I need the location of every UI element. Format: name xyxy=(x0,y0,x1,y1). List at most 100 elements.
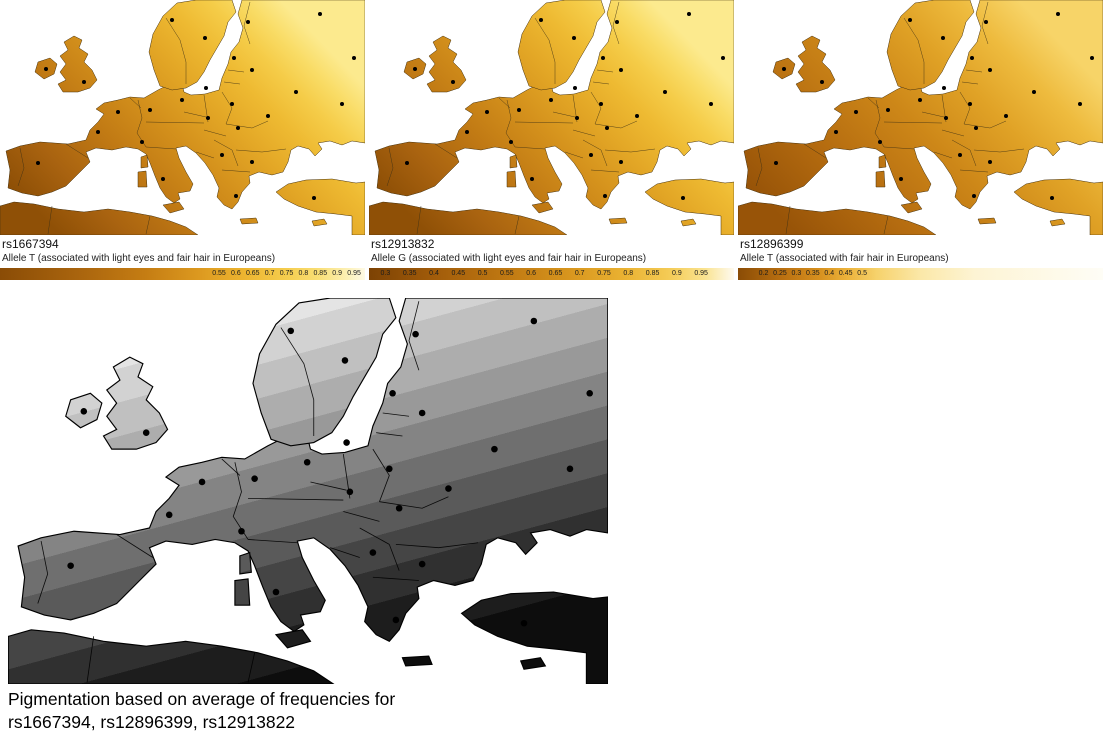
country-border xyxy=(195,151,215,159)
country-border xyxy=(136,99,147,148)
scale-tick-label: 0.95 xyxy=(694,269,708,277)
great-britain-landmass xyxy=(57,35,98,93)
snp-panel-rs12896399: rs12896399 Allele T (associated with fai… xyxy=(738,0,1103,280)
scale-tick-label: 0.35 xyxy=(402,269,417,277)
scandinavia-landmass xyxy=(148,0,237,91)
country-border xyxy=(552,111,576,118)
country-border xyxy=(47,205,53,235)
country-border xyxy=(612,1,620,45)
country-border xyxy=(951,139,971,151)
country-border xyxy=(213,139,233,151)
sample-site-dots xyxy=(405,12,725,200)
anatolia-landmass xyxy=(1013,178,1103,235)
country-border xyxy=(343,510,380,522)
europe-map-geometry xyxy=(369,0,734,235)
sardinia-island xyxy=(506,170,517,188)
scale-tick-label: 0.55 xyxy=(212,269,226,277)
country-border xyxy=(395,542,479,548)
country-border xyxy=(534,17,556,84)
country-border xyxy=(596,69,614,73)
scale-tick-label: 0.75 xyxy=(279,269,294,277)
cyprus-island xyxy=(680,218,697,227)
country-border xyxy=(434,143,458,159)
scandinavia-landmass xyxy=(517,0,606,91)
scale-tick-label: 0.65 xyxy=(245,269,260,277)
sicily-island xyxy=(162,201,185,214)
country-border xyxy=(959,91,971,125)
country-border xyxy=(372,448,390,502)
country-border xyxy=(903,17,925,84)
allele-frequency-map-rs12913832 xyxy=(369,0,734,235)
great-britain-landmass xyxy=(102,356,169,450)
country-border xyxy=(785,205,791,235)
snp-panel-rs1667394: rs1667394 Allele T (associated with ligh… xyxy=(0,0,365,280)
country-border xyxy=(165,17,187,84)
cyprus-island xyxy=(519,656,547,670)
scale-tick-label: 0.45 xyxy=(838,269,853,277)
country-border xyxy=(330,547,360,558)
country-border xyxy=(247,652,256,683)
country-border xyxy=(498,97,511,109)
scale-tick-label: 0.55 xyxy=(500,269,514,277)
snp-panels-row: rs1667394 Allele T (associated with ligh… xyxy=(0,0,1104,280)
snp-panel-rs12913832: rs12913832 Allele G (associated with lig… xyxy=(369,0,734,280)
great-britain-landmass xyxy=(426,35,467,93)
country-border xyxy=(221,91,233,125)
scale-tick-label: 0.6 xyxy=(231,269,241,277)
country-border xyxy=(145,121,205,124)
allele-description: Allele T (associated with light eyes and… xyxy=(2,252,276,264)
scale-tick-label: 0.5 xyxy=(857,269,867,277)
crete-island xyxy=(401,655,433,667)
country-border xyxy=(514,146,546,150)
country-border xyxy=(408,300,420,371)
corsica-island xyxy=(509,154,518,169)
caption-line-2: rs1667394, rs12896399, rs12913822 xyxy=(8,711,296,732)
scandinavia-landmass xyxy=(252,297,397,447)
country-border xyxy=(973,148,1025,153)
corsica-island xyxy=(878,154,887,169)
sicily-island xyxy=(531,201,554,214)
scale-tick-label: 0.9 xyxy=(671,269,682,277)
country-border xyxy=(755,147,763,187)
crete-island xyxy=(608,217,628,225)
country-border xyxy=(145,215,151,235)
country-border xyxy=(874,99,885,148)
country-border xyxy=(382,412,410,417)
frequency-color-scale: 0.2 0.25 0.3 0.35 0.4 0.45 0.5 xyxy=(738,267,1103,280)
country-border xyxy=(592,81,610,85)
country-border xyxy=(388,544,400,571)
country-border xyxy=(359,527,390,545)
country-border xyxy=(221,458,241,476)
snp-id: rs12896399 xyxy=(740,237,804,251)
scale-tick-label: 0.4 xyxy=(429,269,439,277)
country-border xyxy=(883,215,889,235)
great-britain-landmass xyxy=(795,35,836,93)
country-border xyxy=(590,169,620,173)
country-border xyxy=(505,99,516,148)
scale-tick-label: 0.9 xyxy=(332,269,343,277)
north-africa-landmass xyxy=(0,201,199,235)
scale-tick-label: 0.85 xyxy=(645,269,660,277)
country-border xyxy=(232,461,249,540)
sicily-island xyxy=(900,201,923,214)
country-border xyxy=(941,129,965,137)
europe-map-geometry xyxy=(0,0,365,235)
country-border xyxy=(981,1,989,45)
country-border xyxy=(572,129,596,137)
europe-map-geometry xyxy=(8,297,608,684)
scale-tick-label: 0.3 xyxy=(380,269,391,277)
country-border xyxy=(227,69,245,73)
country-border xyxy=(867,97,880,109)
scale-tick-label: 0.45 xyxy=(451,269,466,277)
allele-description: Allele T (associated with fair hair in E… xyxy=(740,252,949,264)
country-border xyxy=(921,111,945,118)
country-border xyxy=(594,120,638,129)
country-border xyxy=(582,139,602,151)
sardinia-island xyxy=(137,170,148,188)
country-border xyxy=(225,120,269,129)
corsica-island xyxy=(239,551,252,575)
cyprus-island xyxy=(1049,218,1066,227)
country-border xyxy=(221,169,251,173)
country-border xyxy=(590,91,602,125)
figure-caption: Pigmentation based on average of frequen… xyxy=(8,688,608,734)
